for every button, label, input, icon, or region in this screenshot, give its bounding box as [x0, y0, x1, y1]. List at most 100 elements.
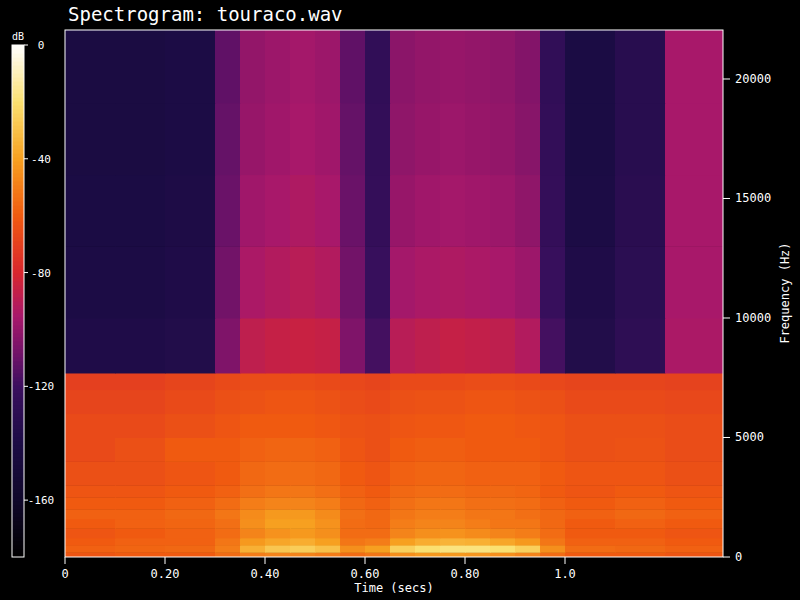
cell: [515, 437, 541, 461]
cell: [465, 509, 491, 519]
cell: [415, 497, 441, 509]
colorbar-swatch: [12, 133, 24, 138]
cell: [415, 246, 441, 318]
cell: [215, 246, 241, 318]
cell: [65, 390, 116, 414]
colorbar-swatch: [12, 393, 24, 398]
colorbar-swatch: [12, 273, 24, 278]
y-tick-label: 10000: [735, 311, 771, 325]
cell: [565, 246, 616, 318]
cell: [215, 437, 241, 461]
cell: [65, 519, 116, 529]
cell: [115, 30, 166, 103]
cell: [265, 437, 291, 461]
cell: [665, 414, 723, 438]
cell: [390, 528, 416, 538]
cell: [540, 30, 566, 103]
cell: [165, 485, 216, 497]
cell: [615, 30, 666, 103]
cell: [390, 103, 416, 175]
cell: [315, 485, 341, 497]
colorbar-swatch: [12, 49, 24, 54]
colorbar-swatch: [12, 533, 24, 538]
plot-frame: [65, 30, 723, 557]
cell: [365, 509, 391, 519]
cell: [665, 373, 723, 390]
colorbar-swatch: [12, 473, 24, 478]
colorbar-swatch: [12, 137, 24, 142]
cell: [315, 318, 341, 373]
cell: [415, 509, 441, 519]
cell: [365, 519, 391, 529]
cell: [490, 528, 516, 538]
cell: [540, 545, 566, 553]
cell: [65, 175, 116, 247]
x-tick-label: 0.60: [351, 567, 380, 581]
cell: [390, 318, 416, 373]
y-tick: [723, 78, 730, 79]
cell: [390, 509, 416, 519]
colorbar-swatch: [12, 177, 24, 182]
cell: [490, 30, 516, 103]
cell: [515, 545, 541, 553]
cell: [540, 485, 566, 497]
colorbar-swatch: [12, 365, 24, 370]
cell: [115, 318, 166, 373]
cell: [315, 538, 341, 546]
cell: [215, 390, 241, 414]
colorbar-swatch: [12, 409, 24, 414]
colorbar-swatch: [12, 149, 24, 154]
cell: [515, 538, 541, 546]
cell: [240, 246, 266, 318]
cell: [615, 509, 666, 519]
cell: [240, 103, 266, 175]
cell: [665, 390, 723, 414]
colorbar-swatch: [12, 73, 24, 78]
cell: [615, 528, 666, 538]
cell: [390, 437, 416, 461]
cell: [290, 552, 316, 557]
cell: [390, 175, 416, 247]
cell: [240, 485, 266, 497]
cell: [365, 373, 391, 390]
cell: [440, 552, 466, 557]
title: Spectrogram: touraco.wav: [68, 3, 343, 25]
cell: [440, 461, 466, 485]
colorbar-swatch: [12, 317, 24, 322]
cell: [340, 30, 366, 103]
colorbar-swatch: [12, 341, 24, 346]
colorbar-swatch: [12, 185, 24, 190]
cell: [240, 552, 266, 557]
cell: [415, 528, 441, 538]
cell: [515, 552, 541, 557]
cell: [290, 414, 316, 438]
cell: [340, 175, 366, 247]
cell: [490, 246, 516, 318]
cell: [215, 461, 241, 485]
cell: [65, 30, 116, 103]
colorbar-swatch: [12, 253, 24, 258]
cell: [315, 390, 341, 414]
cell: [665, 437, 723, 461]
cell: [440, 414, 466, 438]
colorbar-swatch: [12, 537, 24, 542]
cell: [465, 497, 491, 509]
cell: [665, 30, 723, 103]
colorbar-swatch: [12, 221, 24, 226]
cell: [290, 390, 316, 414]
cell: [115, 103, 166, 175]
colorbar-swatch: [12, 337, 24, 342]
cell: [565, 175, 616, 247]
cell: [240, 414, 266, 438]
cell: [415, 390, 441, 414]
cell: [665, 461, 723, 485]
cell: [215, 552, 241, 557]
colorbar-swatch: [12, 465, 24, 470]
colorbar-tick: [24, 45, 28, 46]
cell: [315, 509, 341, 519]
cell: [315, 30, 341, 103]
colorbar-swatch: [12, 57, 24, 62]
cell: [665, 175, 723, 247]
cell: [315, 545, 341, 553]
cell: [290, 538, 316, 546]
